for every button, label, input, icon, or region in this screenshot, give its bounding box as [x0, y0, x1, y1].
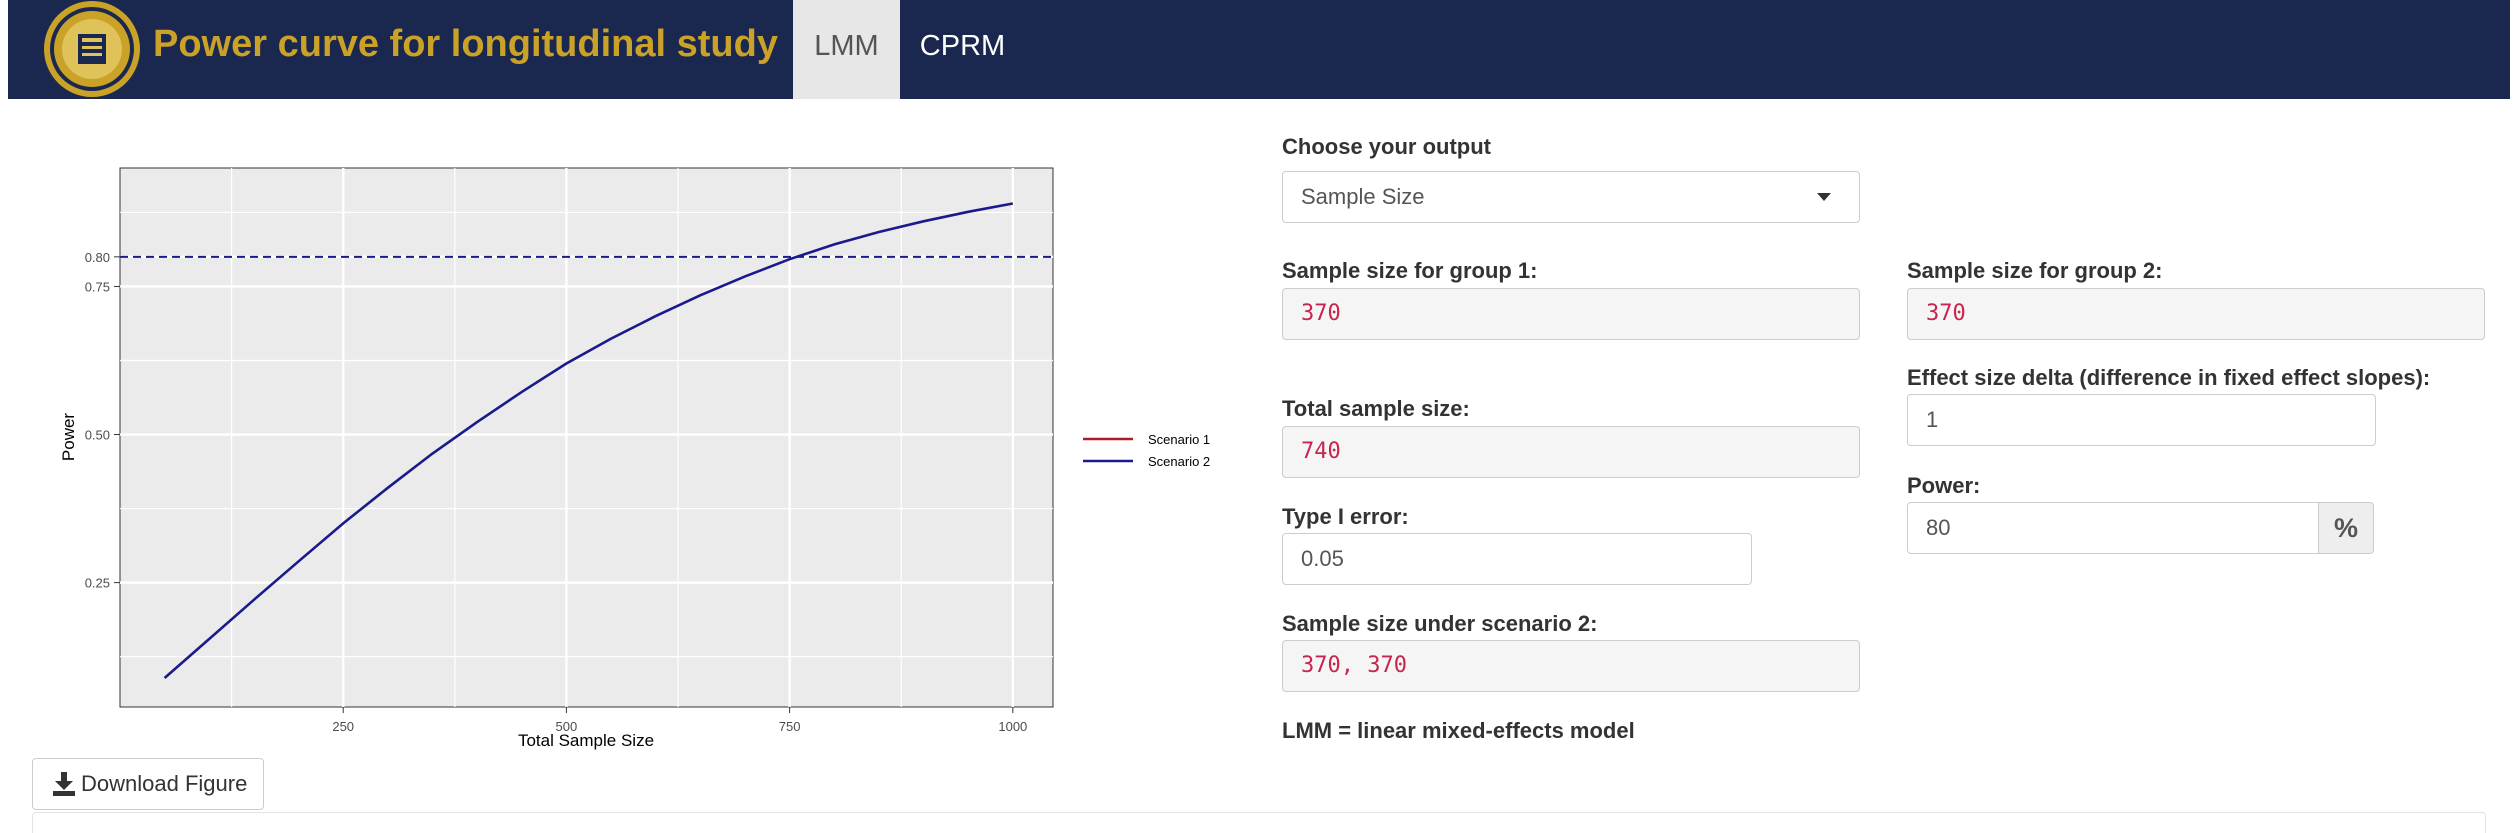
series-line-scenario-2 [163, 202, 1014, 679]
percent-addon: % [2318, 502, 2374, 554]
total-sample-value: 740 [1301, 439, 1341, 464]
tab-lmm[interactable]: LMM [793, 0, 900, 99]
group2-label: Sample size for group 2: [1907, 258, 2163, 283]
tab-cprm[interactable]: CPRM [919, 30, 1006, 62]
power-value: 80 [1926, 515, 1951, 540]
group1-output: 370 [1282, 288, 1860, 340]
scenario2-value: 370, 370 [1301, 653, 1407, 678]
output-label: Choose your output [1282, 134, 1491, 159]
total-sample-output: 740 [1282, 426, 1860, 478]
chevron-down-icon [1817, 193, 1831, 201]
legend-label-scenario-2: Scenario 2 [1148, 454, 1210, 469]
effect-size-value: 1 [1926, 407, 1939, 432]
power-label: Power: [1907, 473, 1981, 498]
x-tick-label: 1000 [998, 719, 1027, 734]
y-tick-label: 0.50 [85, 428, 110, 443]
y-axis-label: Power [59, 413, 78, 462]
download-icon [53, 772, 75, 796]
legend: Scenario 1 Scenario 2 [1083, 432, 1210, 469]
group1-value: 370 [1301, 301, 1341, 326]
bottom-panel [32, 812, 2486, 833]
total-sample-label: Total sample size: [1282, 396, 1470, 421]
group2-value: 370 [1926, 301, 1966, 326]
navbar: Power curve for longitudinal study LMM C… [8, 0, 2510, 99]
scenario2-label: Sample size under scenario 2: [1282, 611, 1598, 636]
lmm-note: LMM = linear mixed-effects model [1282, 718, 1635, 743]
app-title: Power curve for longitudinal study [153, 23, 778, 65]
legend-label-scenario-1: Scenario 1 [1148, 432, 1210, 447]
y-tick-label: 0.25 [85, 576, 110, 591]
x-tick-label: 750 [779, 719, 801, 734]
group2-output: 370 [1907, 288, 2485, 340]
x-tick-label: 250 [332, 719, 354, 734]
x-tick-label: 500 [556, 719, 578, 734]
group1-label: Sample size for group 1: [1282, 258, 1538, 283]
university-seal-logo [44, 1, 140, 97]
y-tick-label: 0.80 [85, 250, 110, 265]
output-select[interactable]: Sample Size [1282, 171, 1860, 223]
type1-error-label: Type I error: [1282, 504, 1409, 529]
type1-error-value: 0.05 [1301, 546, 1344, 571]
x-axis-label: Total Sample Size [518, 731, 654, 750]
effect-size-label: Effect size delta (difference in fixed e… [1907, 365, 2431, 390]
type1-error-input[interactable]: 0.05 [1282, 533, 1752, 585]
power-input[interactable]: 80 [1907, 502, 2320, 554]
download-figure-button[interactable]: Download Figure [32, 758, 264, 810]
y-tick-label: 0.75 [85, 279, 110, 294]
plot-panel [119, 167, 1054, 708]
scenario2-output: 370, 370 [1282, 640, 1860, 692]
power-curve-plot: 250 500 750 1000 0.25 0.50 0.75 0.80 Total Sam… [59, 167, 1210, 750]
effect-size-input[interactable]: 1 [1907, 394, 2376, 446]
download-figure-label: Download Figure [81, 771, 248, 796]
output-select-value: Sample Size [1301, 184, 1425, 209]
